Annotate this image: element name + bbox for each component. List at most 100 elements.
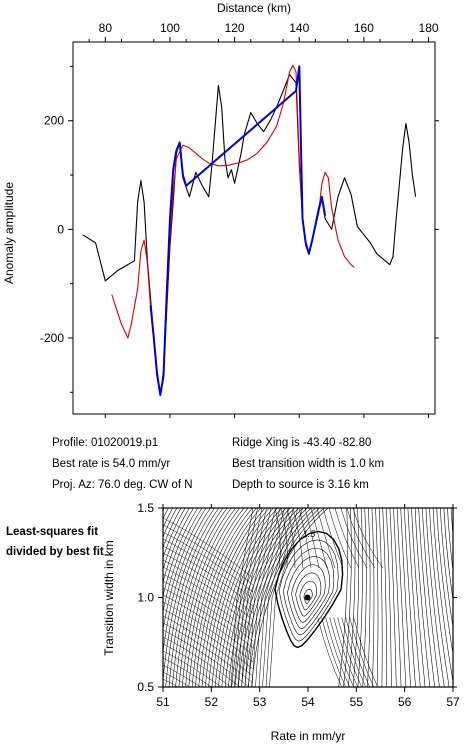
contour-line — [251, 508, 281, 687]
y-tick-label: 1.5 — [137, 501, 154, 515]
contour-line — [163, 629, 250, 687]
y-tick-label: 1.0 — [137, 591, 154, 605]
contour-line — [303, 588, 313, 605]
contour-line — [248, 508, 276, 687]
contour-line — [163, 650, 222, 687]
contour-line — [298, 508, 312, 569]
contour-line — [163, 545, 254, 607]
contour-line — [338, 508, 348, 687]
contour-line — [274, 508, 281, 569]
contour-line — [411, 508, 426, 687]
contour-line — [345, 617, 370, 687]
contour-line-label: 1.5 — [303, 529, 317, 539]
contour-line — [346, 508, 376, 569]
contour-line — [175, 508, 232, 687]
contour-line — [317, 617, 342, 687]
contour-line — [163, 524, 254, 586]
contour-line — [299, 580, 317, 611]
x-tick-label: 51 — [156, 695, 170, 709]
contour-line — [163, 508, 207, 632]
contour-line — [291, 564, 326, 623]
contour-line — [310, 508, 328, 569]
x-tick-label: 80 — [99, 21, 113, 35]
contour-line — [195, 508, 257, 687]
best-fit-point — [304, 594, 311, 601]
y-tick-label: -200 — [40, 331, 64, 345]
contour-line — [163, 508, 203, 614]
contour-line — [163, 559, 254, 621]
contour-line — [188, 508, 249, 687]
contour-line — [262, 508, 294, 687]
contour-line — [450, 508, 453, 539]
contour-line — [214, 508, 283, 687]
best-transition-width: Best transition width is 1.0 km — [232, 458, 385, 470]
contour-line — [163, 664, 202, 687]
contour-line — [321, 617, 346, 687]
contour-line — [393, 508, 402, 687]
x-tick-label: 56 — [398, 695, 412, 709]
contour-line — [389, 508, 397, 687]
contour-line — [447, 508, 453, 573]
contour-line — [258, 508, 290, 687]
contour-line — [295, 572, 322, 617]
contour-line — [458, 508, 467, 687]
x-tick-label: 140 — [289, 21, 309, 35]
contour-line — [396, 508, 407, 687]
contour-line — [241, 508, 267, 687]
contour-line — [328, 508, 352, 569]
contour-line — [181, 508, 241, 687]
contour-line — [386, 508, 392, 687]
contour-line — [163, 552, 254, 614]
contour-line — [337, 617, 362, 687]
x-tick-label: 100 — [160, 21, 180, 35]
contour-line — [163, 508, 190, 571]
contour-line — [247, 508, 324, 687]
y-tick-label: 0 — [57, 222, 64, 236]
contour-line — [163, 657, 212, 687]
contour-line — [244, 508, 272, 687]
x-tick-label: 53 — [253, 695, 267, 709]
contour-line — [292, 508, 304, 569]
contour-line — [429, 508, 450, 687]
contour-line — [443, 508, 453, 602]
contour-line — [163, 508, 178, 538]
contour-line — [322, 508, 344, 569]
contour-line — [334, 508, 360, 569]
contour-line — [205, 508, 270, 687]
contour-line — [163, 636, 241, 687]
contour-line — [265, 508, 299, 687]
contour-line — [375, 508, 379, 687]
x-tick-label: 54 — [301, 695, 315, 709]
x-tick-label: 57 — [446, 695, 460, 709]
contour-line — [440, 508, 453, 629]
contour-line — [163, 538, 254, 600]
contour-line — [278, 539, 339, 642]
contour-line — [414, 508, 431, 687]
contour-line — [163, 608, 254, 670]
contour-line — [163, 643, 232, 687]
x-tick-label: 52 — [205, 695, 219, 709]
contour-line — [367, 508, 371, 687]
contour-line — [352, 508, 360, 687]
contour-line — [378, 508, 383, 687]
contour-line — [163, 587, 254, 649]
contour-line — [304, 508, 320, 569]
x-tick-label: 160 — [354, 21, 374, 35]
contour-line — [163, 601, 254, 663]
contour-line — [163, 678, 179, 687]
contour-line — [163, 508, 211, 654]
contour-line — [343, 508, 352, 687]
contour-line — [333, 617, 358, 687]
contour-line — [400, 508, 411, 687]
contour-line — [269, 508, 303, 687]
contour-line — [237, 508, 263, 687]
contour-line — [244, 508, 320, 687]
contour-line — [422, 508, 440, 687]
contour-line — [325, 617, 350, 687]
contour-line — [234, 508, 258, 687]
best-rate: Best rate is 54.0 mm/yr — [52, 458, 171, 470]
contour-line — [286, 508, 296, 569]
contour-line — [163, 615, 254, 677]
contour-line — [255, 508, 285, 687]
y-tick-label: 200 — [44, 114, 64, 128]
